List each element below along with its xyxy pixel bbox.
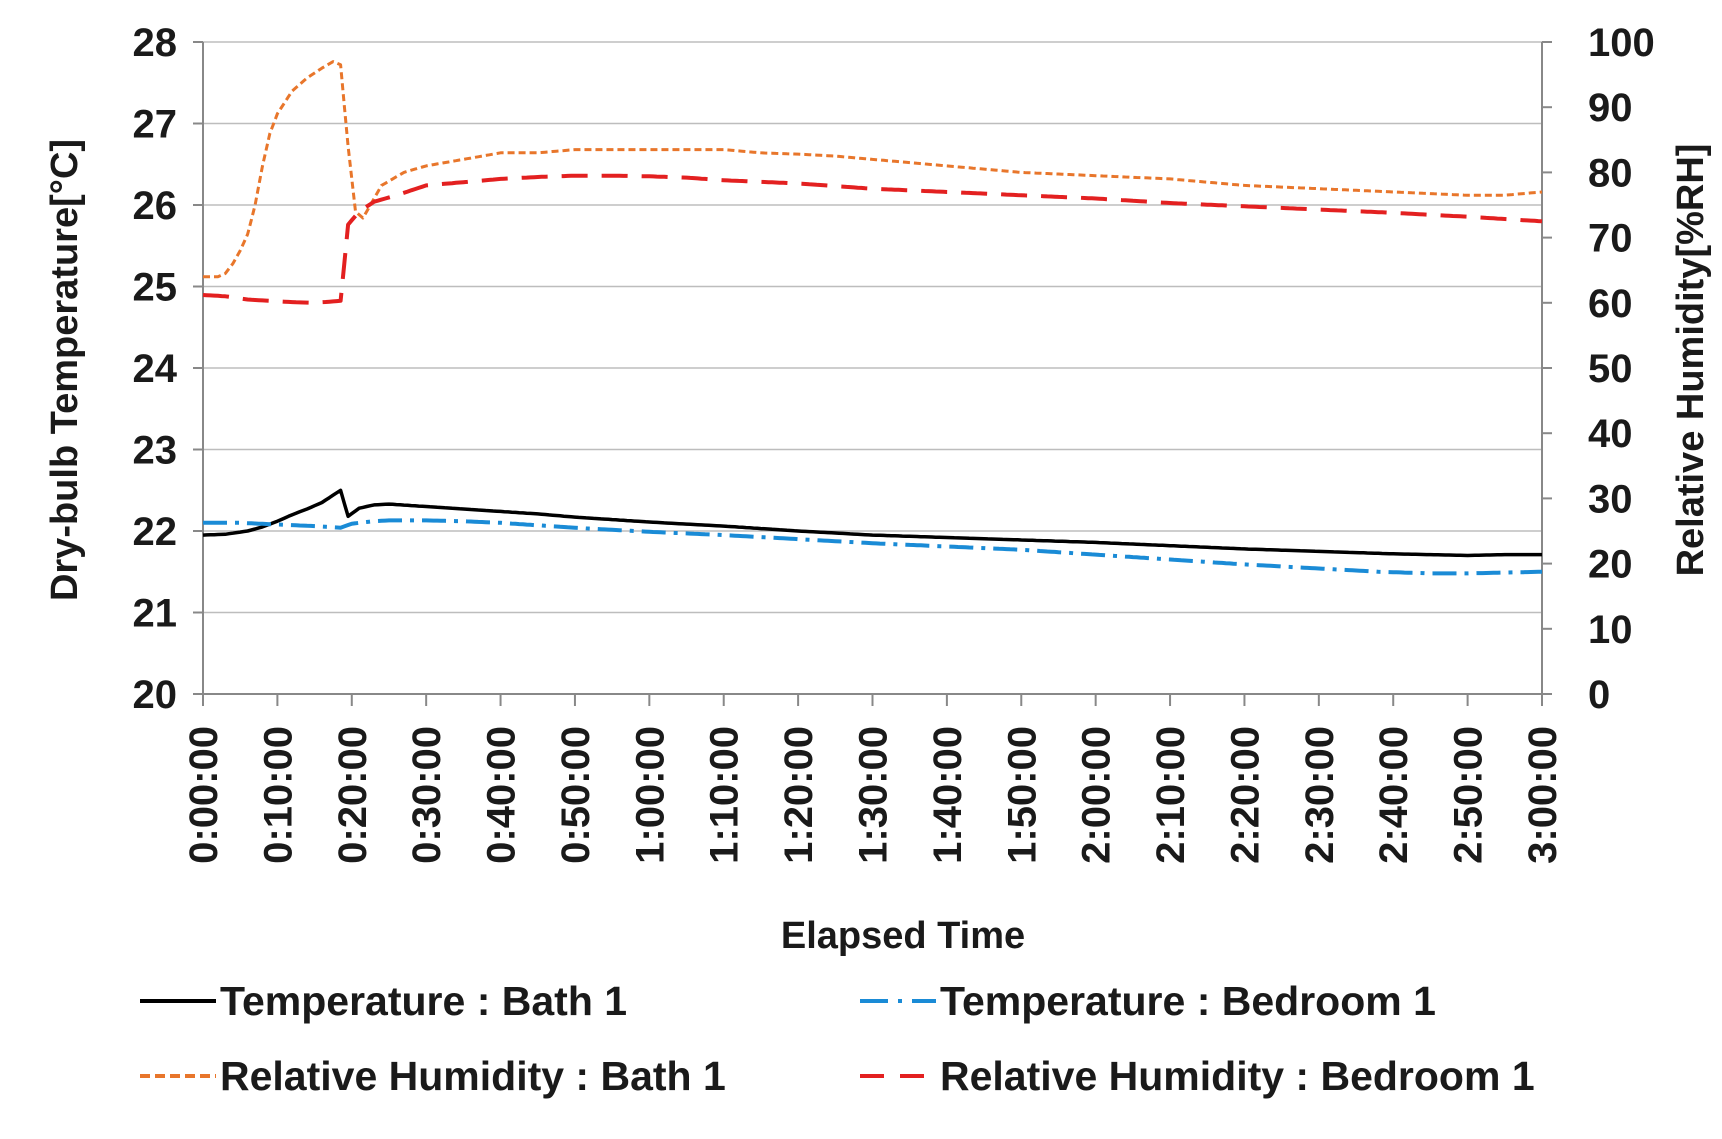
x-tick-label: 2:20:00 bbox=[1223, 726, 1267, 864]
y-tick-label: 24 bbox=[133, 347, 178, 391]
series-line-temperature-bath-1 bbox=[202, 488, 1542, 558]
y2-tick-label: 40 bbox=[1588, 412, 1633, 456]
x-tick-label: 2:50:00 bbox=[1447, 726, 1491, 864]
y2-tick-label: 20 bbox=[1588, 543, 1633, 587]
legend: Temperature : Bath 1 Temperature : Bedroo… bbox=[140, 978, 1535, 1099]
y-tick-label: 26 bbox=[133, 184, 178, 228]
x-tick-label: 0:50:00 bbox=[554, 726, 598, 864]
x-tick-label: 0:20:00 bbox=[331, 726, 375, 864]
x-tick-label: 2:10:00 bbox=[1149, 726, 1193, 864]
x-tick-label: 0:00:00 bbox=[182, 726, 226, 864]
y-tick-label: 27 bbox=[133, 103, 178, 147]
series-line-relative-humidity-bedroom-1 bbox=[202, 173, 1543, 305]
x-tick-label: 2:00:00 bbox=[1075, 726, 1119, 864]
grid-layer bbox=[203, 41, 1542, 695]
series-line-relative-humidity-bath-1 bbox=[203, 60, 1543, 279]
x-tick-label: 2:30:00 bbox=[1298, 726, 1342, 864]
y-axis-title: Dry-bulb Temperature[°C] bbox=[44, 139, 86, 601]
x-tick-label: 1:20:00 bbox=[777, 726, 821, 864]
legend-label: Temperature : Bedroom 1 bbox=[940, 978, 1436, 1024]
legend-label: Temperature : Bath 1 bbox=[220, 978, 627, 1024]
legend-item: Relative Humidity : Bedroom 1 bbox=[860, 1053, 1535, 1099]
legend-item: Relative Humidity : Bath 1 bbox=[140, 1053, 726, 1099]
ticks-layer: 20 21 22 23 24 25 26 27 28 0 10 20 30 40 50 60 70 80 90 100… bbox=[133, 21, 1655, 864]
x-tick-label: 3:00:00 bbox=[1521, 726, 1565, 864]
series-layer bbox=[202, 60, 1543, 576]
series-line-temperature-bedroom-1 bbox=[203, 518, 1542, 576]
x-tick-label: 1:00:00 bbox=[628, 726, 672, 864]
x-tick-label: 1:50:00 bbox=[1000, 726, 1044, 864]
y2-tick-label: 70 bbox=[1588, 217, 1633, 261]
legend-label: Relative Humidity : Bath 1 bbox=[220, 1053, 726, 1099]
y-tick-label: 20 bbox=[133, 673, 178, 717]
y2-tick-label: 10 bbox=[1588, 608, 1633, 652]
y2-tick-label: 30 bbox=[1588, 477, 1633, 521]
x-tick-label: 2:40:00 bbox=[1372, 726, 1416, 864]
x-tick-label: 0:40:00 bbox=[480, 726, 524, 864]
y2-tick-label: 100 bbox=[1588, 21, 1655, 65]
y2-tick-label: 50 bbox=[1588, 347, 1633, 391]
x-tick-label: 0:30:00 bbox=[405, 726, 449, 864]
x-axis-title: Elapsed Time bbox=[781, 915, 1025, 957]
x-tick-label: 0:10:00 bbox=[256, 726, 300, 864]
y-tick-label: 28 bbox=[133, 21, 178, 65]
legend-item: Temperature : Bath 1 bbox=[140, 978, 627, 1024]
y-tick-label: 22 bbox=[133, 510, 178, 554]
y-tick-label: 23 bbox=[133, 429, 178, 473]
y2-axis-title: Relative Humidity[%RH] bbox=[1670, 144, 1712, 577]
x-tick-label: 1:10:00 bbox=[703, 726, 747, 864]
y2-tick-label: 60 bbox=[1588, 282, 1633, 326]
y2-tick-label: 90 bbox=[1588, 86, 1633, 130]
y2-tick-label: 80 bbox=[1588, 151, 1633, 195]
y-tick-label: 21 bbox=[133, 592, 178, 636]
legend-label: Relative Humidity : Bedroom 1 bbox=[940, 1053, 1535, 1099]
y2-tick-label: 0 bbox=[1588, 673, 1610, 717]
y-tick-label: 25 bbox=[133, 266, 178, 310]
legend-item: Temperature : Bedroom 1 bbox=[860, 978, 1436, 1024]
x-tick-label: 1:40:00 bbox=[926, 726, 970, 864]
x-tick-label: 1:30:00 bbox=[852, 726, 896, 864]
